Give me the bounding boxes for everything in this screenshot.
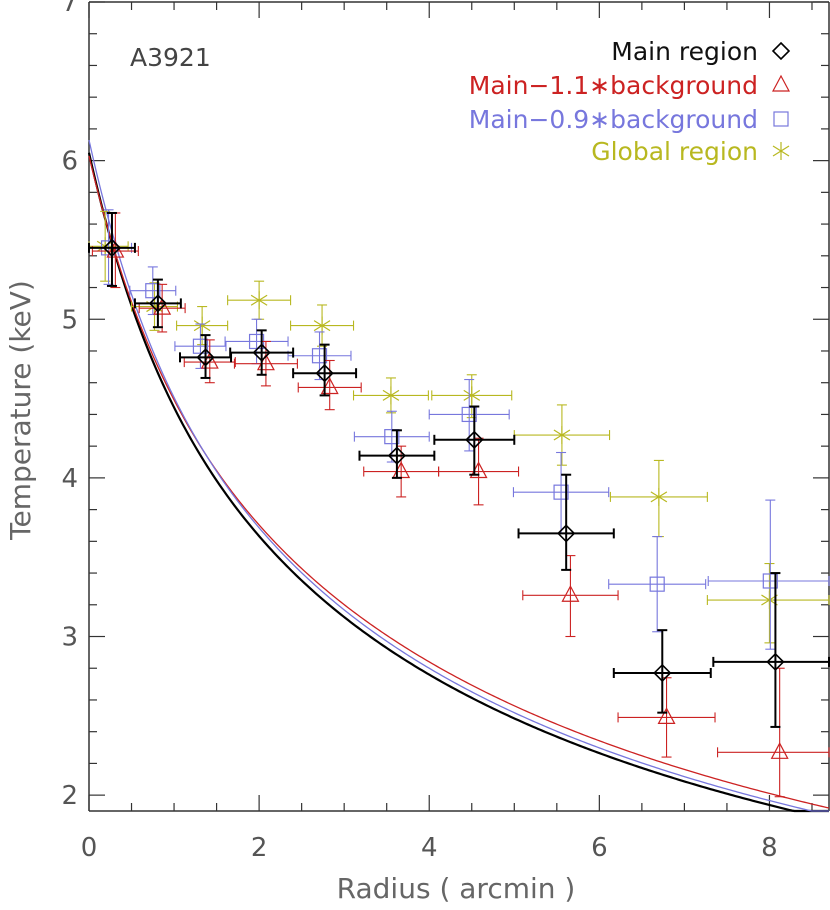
square-marker: [192, 338, 209, 354]
y-tick-label: 7: [61, 0, 78, 18]
diamond-marker: [148, 294, 168, 313]
x-tick-label: 2: [251, 833, 268, 863]
square-marker: [773, 111, 789, 127]
asterisk-marker: [553, 429, 571, 441]
fit-curve: [88, 155, 830, 809]
y-tick-label: 2: [61, 781, 78, 811]
legend-entry-label: Global region: [591, 137, 758, 166]
x-tick-label: 6: [591, 833, 608, 863]
legend-entry-label: Main−0.9∗background: [469, 105, 758, 134]
fit-curve: [87, 152, 829, 813]
diamond-marker: [315, 364, 334, 383]
square-marker: [649, 576, 665, 592]
legend-entry-label: Main−1.1∗background: [469, 71, 758, 100]
series-asterisk: [88, 210, 830, 644]
triangle-marker: [657, 707, 676, 725]
square-marker: [553, 484, 569, 500]
triangle-marker: [320, 377, 339, 395]
asterisk-marker: [193, 320, 211, 332]
square-marker: [461, 406, 477, 423]
cluster-label: A3921: [130, 43, 211, 72]
series-square: [88, 209, 830, 650]
square-marker: [145, 283, 161, 299]
x-tick-label: 0: [81, 833, 98, 863]
series-triangle: [91, 212, 830, 798]
x-tick-label: 4: [421, 833, 438, 863]
diamond-marker: [102, 238, 122, 258]
diamond-marker: [465, 430, 484, 449]
triangle-marker: [772, 74, 790, 92]
data-points: [88, 209, 830, 798]
fit-curves: [87, 139, 830, 813]
legend: Main region Main−1.1∗background Main−0.9∗b…: [469, 37, 791, 166]
square-marker: [384, 429, 400, 445]
y-axis-title: Temperature (keV): [4, 280, 37, 541]
triangle-marker: [561, 584, 580, 602]
asterisk-marker: [313, 320, 331, 332]
square-marker: [311, 348, 328, 364]
diamond-marker: [252, 343, 271, 362]
diamond-marker: [653, 663, 672, 683]
diamond-marker: [557, 524, 576, 543]
y-tick-label: 3: [61, 623, 78, 653]
series-diamond: [88, 211, 830, 728]
asterisk-marker: [250, 294, 268, 306]
x-tick-label: 8: [761, 833, 778, 863]
diamond-marker: [196, 348, 215, 367]
diamond-marker: [771, 41, 791, 61]
square-marker: [762, 573, 778, 589]
asterisk-marker: [382, 389, 400, 401]
x-axis-title: Radius ( arcmin ): [337, 872, 576, 905]
fit-curve: [88, 139, 829, 812]
y-tick-label: 6: [61, 147, 78, 177]
y-tick-label: 5: [61, 305, 78, 335]
legend-entry-label: Main region: [611, 37, 758, 66]
asterisk-marker: [650, 491, 668, 503]
asterisk-marker: [463, 389, 481, 401]
y-tick-label: 4: [61, 464, 78, 494]
diamond-marker: [387, 446, 407, 465]
asterisk-marker: [772, 145, 790, 157]
diamond-marker: [766, 652, 785, 672]
triangle-marker: [770, 742, 789, 759]
